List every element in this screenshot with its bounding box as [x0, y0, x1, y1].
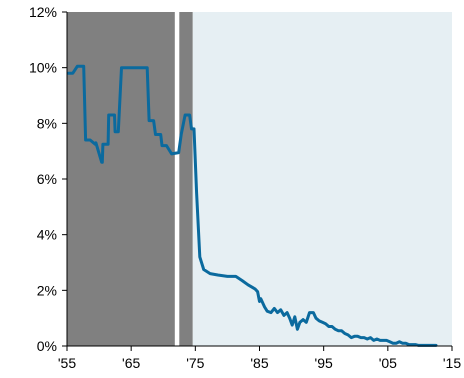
x-tick-label: '95: [315, 355, 333, 371]
shaded-region: [179, 12, 193, 346]
series-line: [66, 64, 438, 347]
y-axis-labels: 0% 2% 4% 6% 8% 10% 12%: [29, 4, 57, 354]
x-tick-label: '85: [250, 355, 268, 371]
shaded-region: [192, 12, 452, 346]
x-axis-labels: '55 '65 '75 '85 '95 '05 '15: [58, 355, 461, 371]
y-tick-label: 6%: [37, 171, 57, 187]
y-tick-label: 0%: [37, 338, 57, 354]
x-tick-label: '05: [379, 355, 397, 371]
axes: [62, 11, 453, 351]
x-tick-label: '65: [122, 355, 140, 371]
series-layer: [66, 64, 438, 347]
y-tick-label: 10%: [29, 60, 57, 76]
y-tick-label: 8%: [37, 115, 57, 131]
y-tick-label: 2%: [37, 282, 57, 298]
y-tick-label: 4%: [37, 227, 57, 243]
x-tick-label: '55: [58, 355, 76, 371]
shaded-region: [67, 12, 175, 346]
x-tick-label: '75: [186, 355, 204, 371]
x-tick-label: '15: [443, 355, 461, 371]
y-tick-label: 12%: [29, 4, 57, 20]
